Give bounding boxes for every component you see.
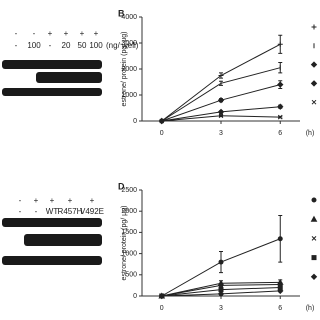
marker [218, 113, 224, 119]
x-tick-label: 6 [278, 305, 282, 312]
marker [217, 290, 225, 298]
lane-label: 50 [78, 41, 87, 50]
lane-label: - [15, 29, 18, 38]
lane-label: - [33, 29, 36, 38]
x-tick-label: 0 [160, 130, 164, 137]
marker [158, 292, 165, 300]
y-tick-label: 0 [133, 118, 137, 125]
legend-symbol [310, 215, 318, 222]
legend-symbol [310, 273, 318, 281]
band [2, 256, 102, 265]
lane-label: - [19, 207, 22, 216]
y-tick-label: 2500 [121, 187, 137, 194]
x-tick-label: 0 [160, 305, 164, 312]
y-axis-label: estrone/ protein (pg/ μg) [121, 206, 128, 281]
lane-label: + [90, 196, 95, 205]
marker [159, 118, 165, 124]
panel-label: D [118, 181, 125, 191]
legend-symbol [310, 61, 318, 68]
legend-symbol [311, 99, 317, 105]
y-tick-label: 1000 [121, 92, 137, 99]
legend-symbol [311, 197, 317, 203]
y-tick-label: 3000 [121, 40, 137, 47]
marker [218, 259, 224, 265]
marker [218, 73, 224, 78]
y-tick-label: 2000 [121, 208, 137, 215]
lane-label: - [19, 196, 22, 205]
lane-label: + [68, 196, 73, 205]
y-tick-label: 500 [125, 272, 137, 279]
lane-label: - [35, 207, 38, 216]
lane-label: + [50, 196, 55, 205]
marker [218, 283, 224, 288]
x-tick-label: 3 [219, 130, 223, 137]
blot-c [2, 218, 102, 265]
y-tick-label: 2000 [121, 66, 137, 73]
band [24, 234, 102, 246]
lane-label: + [64, 29, 69, 38]
lane-label: V492E [80, 207, 104, 216]
marker [277, 103, 284, 110]
y-tick-label: 1000 [121, 250, 137, 257]
lane-label: + [34, 196, 39, 205]
lane-label: + [48, 29, 53, 38]
y-tick-label: 1500 [121, 229, 137, 236]
legend-symbol [310, 80, 318, 87]
lane-label: 100 [89, 41, 103, 50]
band [2, 60, 102, 69]
band [2, 88, 102, 96]
marker [277, 81, 284, 88]
marker [277, 287, 284, 295]
band [2, 218, 102, 227]
lane-label: 20 [62, 41, 71, 50]
marker [277, 236, 283, 242]
marker [277, 41, 283, 47]
lane-label: - [49, 41, 52, 50]
marker [217, 96, 225, 104]
blot-a [2, 60, 102, 96]
y-tick-label: 0 [133, 293, 137, 300]
x-unit: (h) [306, 130, 315, 137]
x-tick-label: 6 [278, 130, 282, 137]
x-tick-label: 3 [219, 305, 223, 312]
lane-label: R457H [58, 207, 83, 216]
x-unit: (h) [306, 305, 315, 312]
band [36, 72, 102, 83]
legend-symbol [311, 24, 317, 30]
marker [217, 108, 225, 116]
unit-label: (ng/ well) [106, 41, 139, 50]
lane-label: + [94, 29, 99, 38]
y-axis-label: estrone/ protein (pg/ μg) [121, 32, 128, 107]
legend-symbol [311, 255, 317, 261]
lane-label: WT [46, 207, 59, 216]
lane-label: 100 [27, 41, 41, 50]
lane-label: + [80, 29, 85, 38]
y-tick-label: 4000 [121, 14, 137, 21]
lane-label: - [15, 41, 18, 50]
panel-label: B [118, 8, 125, 18]
legend-symbol [311, 236, 317, 241]
marker [277, 114, 283, 120]
